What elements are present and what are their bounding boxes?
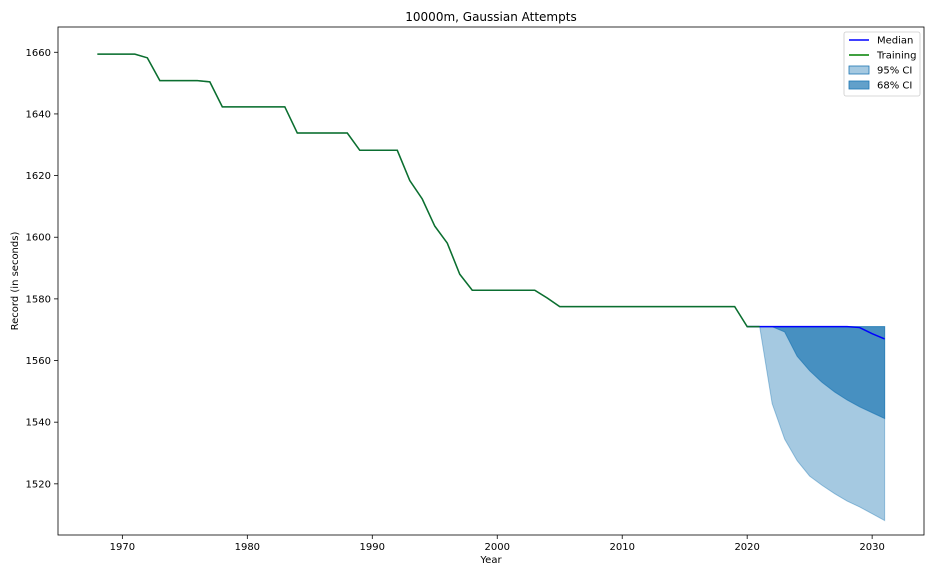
legend-ci68-label: 68% CI [877, 81, 912, 92]
legend: Median Training 95% CI 68% CI [843, 31, 921, 97]
x-axis: 1970 1980 1990 2000 2010 2020 2030 [110, 535, 885, 553]
median-line [747, 325, 885, 340]
x-tick-label: 2000 [485, 542, 510, 553]
x-tick-label: 1970 [110, 542, 135, 553]
y-tick-label: 1520 [26, 479, 51, 490]
y-tick-label: 1640 [26, 109, 51, 120]
legend-ci95-label: 95% CI [877, 66, 912, 77]
x-tick-label: 2010 [609, 542, 634, 553]
training-line [97, 53, 760, 328]
legend-median-label: Median [877, 36, 913, 47]
series-lines [97, 53, 885, 340]
y-axis-label: Record (in seconds) [10, 232, 21, 331]
legend-ci95-swatch [848, 65, 870, 75]
legend-box [843, 31, 921, 97]
plot-area-frame [57, 26, 925, 536]
y-tick-label: 1560 [26, 356, 51, 367]
y-axis: 1520 1540 1560 1580 1600 1620 1640 1660 [26, 48, 58, 490]
x-axis-label: Year [479, 555, 502, 566]
legend-training-label: Training [876, 51, 916, 62]
y-tick-label: 1540 [26, 418, 51, 429]
y-tick-label: 1660 [26, 48, 51, 59]
x-tick-label: 2020 [734, 542, 759, 553]
chart-title: 10000m, Gaussian Attempts [405, 10, 576, 24]
x-tick-label: 2030 [859, 542, 884, 553]
legend-ci68-swatch [848, 80, 870, 90]
training-line-overlap [97, 53, 760, 328]
x-tick-label: 1980 [235, 542, 260, 553]
x-tick-label: 1990 [360, 542, 385, 553]
confidence-bands [759, 326, 886, 522]
y-tick-label: 1620 [26, 171, 51, 182]
y-tick-label: 1600 [26, 233, 51, 244]
y-tick-label: 1580 [26, 294, 51, 305]
